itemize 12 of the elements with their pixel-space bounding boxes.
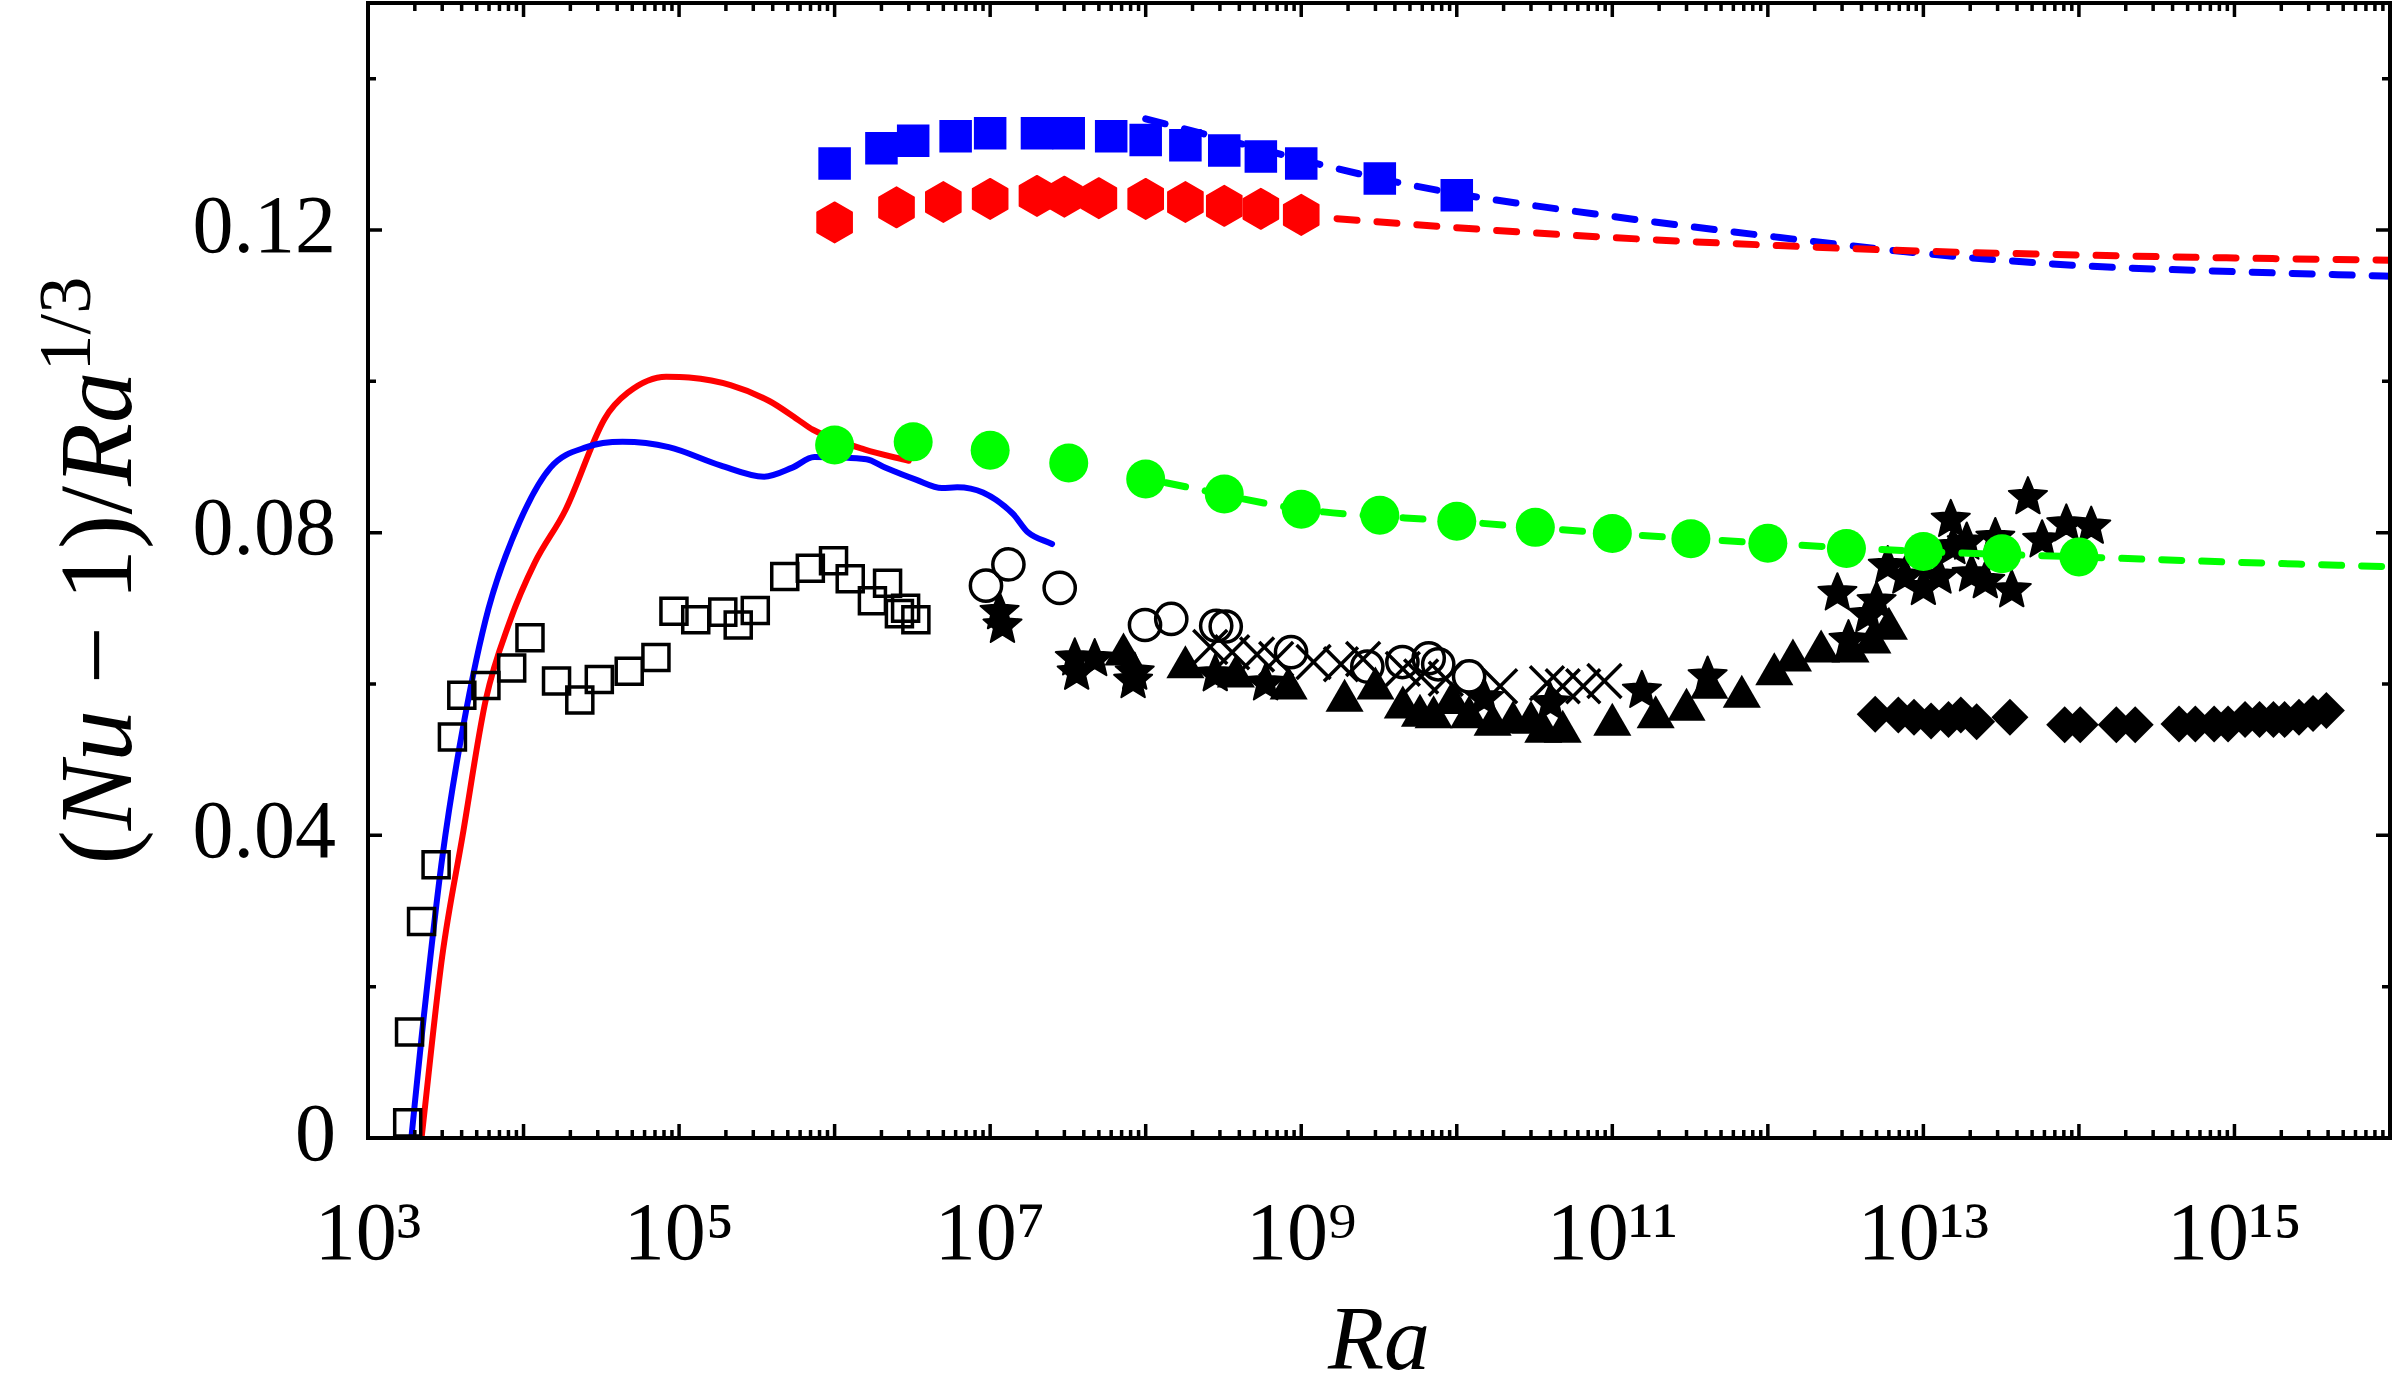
x-tick-label: 10³ — [314, 1185, 422, 1277]
x-tick-label: 10⁷ — [934, 1185, 1046, 1277]
x-tick-label: 10¹⁵ — [2166, 1185, 2303, 1277]
x-tick-label: 10¹³ — [1857, 1185, 1989, 1277]
y-tick-label: 0.12 — [192, 178, 336, 270]
y-tick-label: 0 — [295, 1086, 336, 1178]
x-tick-label: 10¹¹ — [1546, 1185, 1678, 1277]
y-tick-label: 0.04 — [192, 783, 336, 875]
y-tick-label: 0.08 — [192, 481, 336, 573]
x-tick-label: 10⁵ — [623, 1185, 735, 1277]
x-axis-title: Ra — [1326, 1287, 1431, 1390]
x-tick-label: 10⁹ — [1245, 1185, 1357, 1277]
